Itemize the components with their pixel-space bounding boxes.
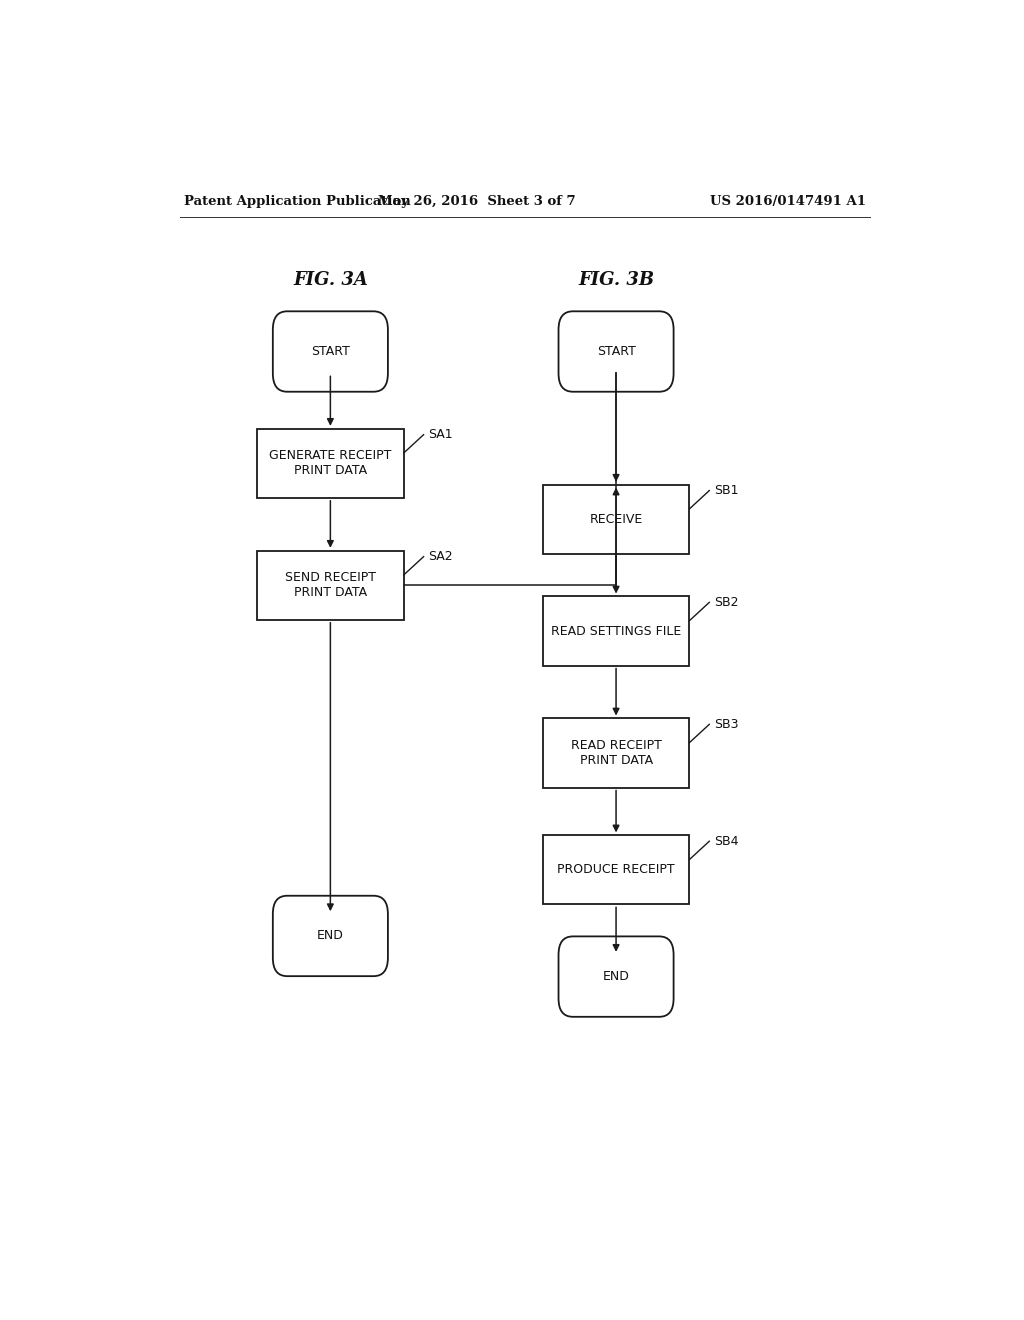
Text: END: END [317,929,344,942]
Text: US 2016/0147491 A1: US 2016/0147491 A1 [710,194,866,207]
FancyBboxPatch shape [272,896,388,977]
Text: READ RECEIPT
PRINT DATA: READ RECEIPT PRINT DATA [570,739,662,767]
Text: SB4: SB4 [714,834,738,847]
Text: READ SETTINGS FILE: READ SETTINGS FILE [551,624,681,638]
Text: GENERATE RECEIPT
PRINT DATA: GENERATE RECEIPT PRINT DATA [269,449,391,478]
FancyBboxPatch shape [558,936,674,1016]
Bar [543,484,689,554]
Text: FIG. 3A: FIG. 3A [293,272,368,289]
Text: SA2: SA2 [428,550,453,564]
Bar [543,597,689,665]
Text: SB1: SB1 [714,484,738,498]
FancyBboxPatch shape [558,312,674,392]
FancyBboxPatch shape [272,312,388,392]
Text: START: START [311,345,350,358]
Bar [257,429,403,498]
Text: PRODUCE RECEIPT: PRODUCE RECEIPT [557,863,675,876]
Text: Patent Application Publication: Patent Application Publication [183,194,411,207]
Bar [257,550,403,620]
Text: RECEIVE: RECEIVE [590,512,643,525]
Text: SB2: SB2 [714,595,738,609]
Text: SB3: SB3 [714,718,738,731]
Bar [543,718,689,788]
Bar [543,836,689,904]
Text: START: START [597,345,636,358]
Text: SA1: SA1 [428,428,453,441]
Text: SEND RECEIPT
PRINT DATA: SEND RECEIPT PRINT DATA [285,572,376,599]
Text: FIG. 3B: FIG. 3B [578,272,654,289]
Text: END: END [603,970,630,983]
Text: May 26, 2016  Sheet 3 of 7: May 26, 2016 Sheet 3 of 7 [379,194,575,207]
